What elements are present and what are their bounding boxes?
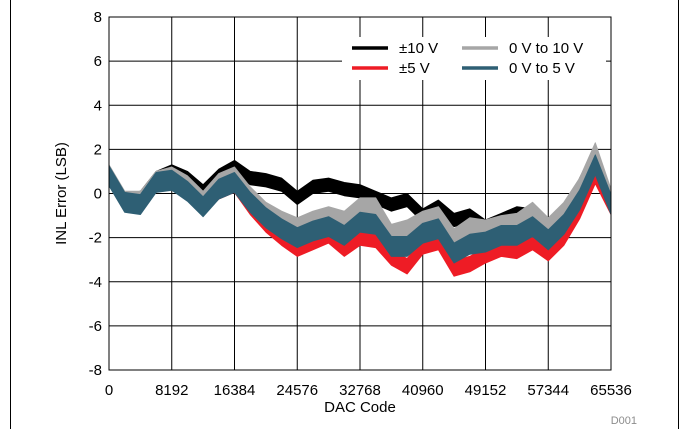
y-tick-label: -8	[89, 362, 102, 379]
y-tick-label: 2	[94, 141, 102, 158]
legend-label: 0 V to 5 V	[509, 60, 575, 77]
x-tick-label: 24576	[276, 382, 318, 399]
x-tick-label: 40960	[402, 382, 444, 399]
plot-area-border	[108, 16, 612, 371]
y-axis-label: INL Error (LSB)	[53, 142, 70, 245]
legend: ±10 V 0 V to 10 V ±5 V 0 V to 5 V	[342, 37, 606, 80]
y-tick-label: 4	[94, 97, 102, 114]
y-tick-labels: 8 6 4 2 0 -2 -4 -6 -8	[89, 9, 102, 379]
x-tick-labels: 0 8192 16384 24576 32768 40960 49152 57344 65536	[105, 382, 632, 399]
legend-label: ±5 V	[399, 60, 430, 77]
y-tick-label: -6	[89, 318, 102, 335]
x-tick-label: 32768	[339, 382, 381, 399]
x-tick-label: 65536	[590, 382, 632, 399]
left-border-rule	[10, 0, 11, 429]
x-tick-label: 57344	[527, 382, 569, 399]
y-tick-label: 0	[94, 186, 102, 203]
legend-label: ±10 V	[399, 40, 438, 57]
x-tick-label: 8192	[155, 382, 188, 399]
figure-id-annotation: D001	[611, 415, 637, 427]
x-axis-label: DAC Code	[324, 399, 396, 416]
y-tick-label: -2	[89, 230, 102, 247]
x-tick-label: 49152	[465, 382, 507, 399]
y-tick-label: 6	[94, 53, 102, 70]
x-tick-label: 16384	[214, 382, 256, 399]
x-tick-label: 0	[105, 382, 113, 399]
y-tick-label: 8	[94, 9, 102, 26]
legend-label: 0 V to 10 V	[509, 40, 583, 57]
y-tick-label: -4	[89, 274, 102, 291]
legend-background	[342, 37, 606, 80]
